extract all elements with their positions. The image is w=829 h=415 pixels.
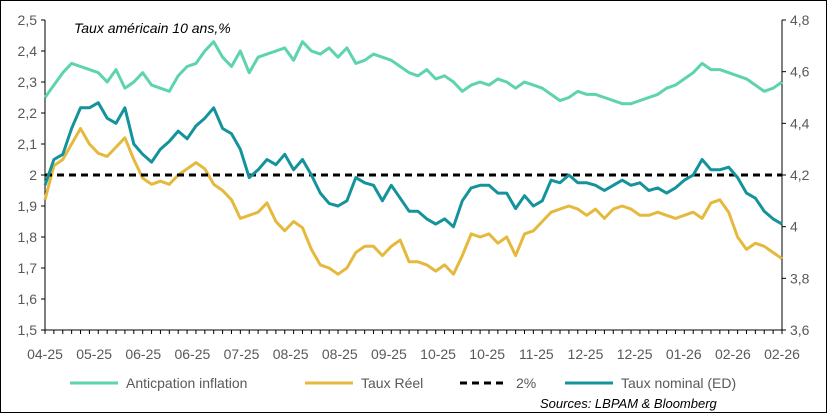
legend-label: 2% [516, 375, 536, 391]
right-axis-ticks: 3,6 3,8 4 4,2 4,4 4,6 4,8 [782, 12, 810, 338]
x-tick-label: 08-25 [322, 346, 358, 362]
x-tick-label: 12-25 [568, 346, 604, 362]
right-tick-label: 4,4 [790, 115, 810, 131]
x-tick-label: 06-25 [174, 346, 210, 362]
x-tick-label: 08-25 [273, 346, 309, 362]
x-tick-label: 07-25 [224, 346, 260, 362]
left-tick-label: 1,6 [18, 291, 38, 307]
left-tick-label: 1,5 [18, 322, 38, 338]
series-line-taux-nominal-ed [43, 101, 783, 229]
left-tick-label: 2,5 [18, 12, 38, 28]
source-note: Sources: LBPAM & Bloomberg [540, 396, 718, 411]
x-tick-label: 01-26 [666, 346, 702, 362]
legend-label: Anticpation inflation [126, 375, 247, 391]
series-layer [43, 40, 783, 276]
left-tick-label: 2,1 [18, 136, 38, 152]
right-tick-label: 4,8 [790, 12, 810, 28]
right-tick-label: 4,2 [790, 167, 810, 183]
x-tick-label: 10-25 [420, 346, 456, 362]
chart-title: Taux américain 10 ans,% [74, 20, 231, 36]
series-line-anticpation-inflation [43, 40, 783, 106]
right-tick-label: 3,6 [790, 322, 810, 338]
legend: Anticpation inflation Taux Réel 2% Taux nom… [70, 375, 736, 391]
legend-label: Taux Réel [361, 375, 423, 391]
x-tick-label: 06-25 [125, 346, 161, 362]
x-tick-label: 02-26 [764, 346, 800, 362]
left-tick-label: 1,8 [18, 229, 38, 245]
right-tick-label: 4 [790, 219, 798, 235]
right-tick-label: 4,6 [790, 64, 810, 80]
series-line-taux-r-el [43, 127, 783, 276]
left-axis-ticks: 1,5 1,6 1,7 1,8 1,9 2 2,1 2,2 2,3 2,4 2,5 [18, 12, 45, 338]
legend-label: Taux nominal (ED) [621, 375, 736, 391]
x-tick-label: 09-25 [371, 346, 407, 362]
x-tick-label: 05-25 [76, 346, 112, 362]
x-tick-label: 12-25 [617, 346, 653, 362]
left-tick-label: 2,2 [18, 105, 38, 121]
left-tick-label: 2,4 [18, 43, 38, 59]
left-tick-label: 2,3 [18, 74, 38, 90]
left-tick-label: 2 [29, 167, 37, 183]
x-tick-label: 11-25 [519, 346, 554, 362]
left-tick-label: 1,7 [18, 260, 38, 276]
x-tick-label: 02-26 [715, 346, 751, 362]
x-axis-ticks: 04-25 05-25 06-25 06-25 07-25 08-25 08-25 09-25… [27, 330, 800, 362]
left-tick-label: 1,9 [18, 198, 38, 214]
x-tick-label: 04-25 [27, 346, 63, 362]
right-tick-label: 3,8 [790, 270, 810, 286]
x-tick-label: 10-25 [469, 346, 505, 362]
